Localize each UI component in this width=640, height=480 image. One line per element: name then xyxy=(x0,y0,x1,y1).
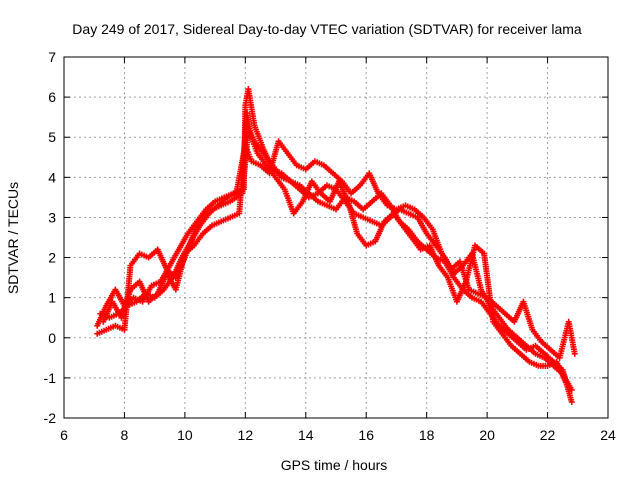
x-tick-label: 18 xyxy=(419,427,435,443)
x-tick-label: 20 xyxy=(479,427,495,443)
y-tick-label: 2 xyxy=(48,250,56,266)
x-axis-label: GPS time / hours xyxy=(281,457,388,473)
x-tick-label: 22 xyxy=(540,427,556,443)
data-point xyxy=(571,350,578,357)
x-tick-label: 12 xyxy=(238,427,254,443)
y-tick-label: -2 xyxy=(44,410,57,426)
x-tick-label: 8 xyxy=(121,427,129,443)
y-tick-label: 0 xyxy=(48,330,56,346)
x-tick-label: 10 xyxy=(177,427,193,443)
x-tick-label: 6 xyxy=(60,427,68,443)
x-tick-label: 16 xyxy=(358,427,374,443)
x-axis-ticks: 6 8 10 12 14 16 18 20 22 24 xyxy=(60,57,616,443)
plot-frame xyxy=(63,56,609,419)
data-point xyxy=(562,378,569,385)
y-tick-label: 4 xyxy=(48,169,56,185)
grid-lines xyxy=(64,57,608,418)
y-tick-label: -1 xyxy=(44,370,57,386)
y-axis-label: SDTVAR / TECUs xyxy=(5,182,21,294)
chart-title: Day 249 of 2017, Sidereal Day-to-day VTE… xyxy=(72,21,582,37)
y-tick-label: 6 xyxy=(48,89,56,105)
data-point xyxy=(568,398,575,405)
x-tick-label: 24 xyxy=(600,427,616,443)
y-tick-label: 1 xyxy=(48,290,56,306)
y-tick-label: 7 xyxy=(48,49,56,65)
y-tick-label: 3 xyxy=(48,209,56,225)
data-points xyxy=(94,86,578,405)
y-tick-label: 5 xyxy=(48,129,56,145)
y-axis-ticks: -2 -1 0 1 2 3 4 5 6 7 xyxy=(44,49,608,426)
x-tick-label: 14 xyxy=(298,427,314,443)
data-point xyxy=(568,386,575,393)
